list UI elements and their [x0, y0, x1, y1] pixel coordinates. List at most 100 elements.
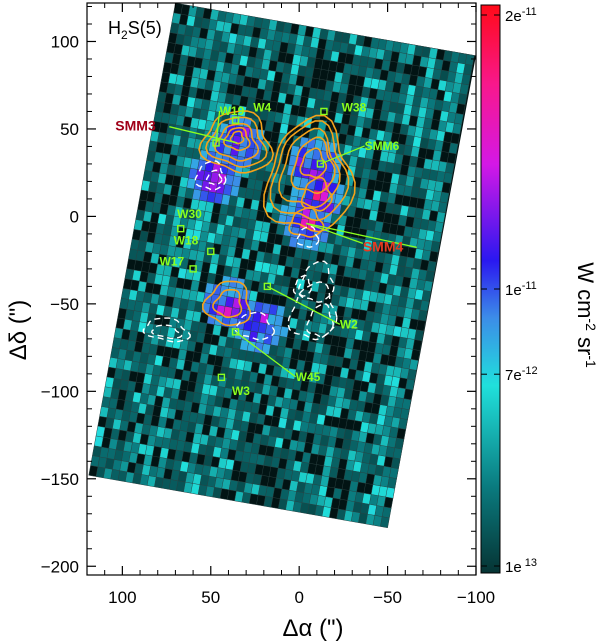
map-pixel: [210, 293, 220, 305]
map-pixel: [208, 425, 219, 437]
map-pixel: [110, 469, 120, 481]
map-pixel: [463, 64, 473, 76]
x-tick-label: 50: [201, 588, 220, 607]
map-pixel: [412, 136, 422, 148]
map-pixel: [228, 73, 238, 85]
source-marker: [231, 328, 240, 336]
map-pixel: [226, 327, 237, 339]
map-pixel: [169, 22, 180, 34]
map-pixel: [137, 443, 148, 455]
map-pixel: [206, 191, 216, 203]
map-pixel: [365, 148, 375, 160]
map-pixel: [183, 400, 193, 412]
map-pixel: [392, 163, 402, 175]
colorbar-ticks: 2e-11 1e-11 7e-12 1e 13: [481, 6, 538, 576]
map-pixel: [285, 418, 295, 430]
map-pixel: [123, 359, 133, 371]
map-pixel: [385, 405, 395, 417]
map-pixel: [270, 334, 280, 347]
map-pixel: [316, 495, 326, 507]
map-grid-line: [151, 130, 451, 184]
map-pixel: [174, 246, 184, 258]
contour-line: [278, 127, 341, 209]
map-pixel: [224, 174, 234, 186]
map-grid-line: [117, 317, 417, 371]
map-pixel: [171, 12, 181, 24]
map-pixel: [259, 353, 269, 365]
map-pixel: [164, 255, 175, 267]
map-pixel: [388, 101, 398, 113]
map-grid-line: [119, 307, 419, 361]
map-pixel: [239, 55, 249, 67]
map-pixel: [301, 411, 311, 423]
map-pixel: [403, 348, 413, 360]
map-pixel: [296, 481, 306, 493]
map-pixel: [290, 267, 300, 279]
map-pixel: [385, 162, 395, 174]
map-pixel: [205, 364, 215, 376]
map-pixel: [230, 429, 240, 441]
map-pixel: [108, 397, 118, 409]
map-pixel: [383, 131, 393, 143]
map-pixel: [241, 207, 251, 219]
map-pixel: [390, 91, 400, 103]
map-pixel: [405, 175, 415, 187]
map-pixel: [312, 474, 322, 486]
map-pixel: [155, 223, 165, 235]
map-pixel: [114, 449, 124, 461]
map-pixel: [399, 123, 409, 136]
x-tick-label: 100: [108, 588, 136, 607]
map-pixel: [197, 322, 207, 334]
map-pixel: [155, 304, 165, 316]
map-pixel: [165, 336, 175, 348]
map-pixel: [396, 346, 406, 358]
map-pixel: [119, 338, 129, 350]
map-pixel: [272, 243, 282, 255]
map-pixel: [232, 94, 242, 106]
map-pixel: [294, 410, 304, 422]
map-pixel: [155, 101, 165, 113]
map-pixel: [308, 87, 318, 99]
map-pixel: [269, 426, 279, 438]
map-pixel: [376, 129, 386, 142]
map-pixel: [367, 504, 377, 516]
map-grid-line: [256, 32, 344, 505]
contours: [142, 110, 356, 343]
map-pixel: [277, 132, 287, 145]
map-pixel: [180, 44, 191, 57]
map-pixel: [216, 345, 226, 357]
map-pixel: [190, 198, 200, 211]
map-pixel: [282, 62, 293, 74]
map-pixel: [425, 108, 435, 120]
map-pixel: [183, 482, 193, 494]
map-pixel: [337, 92, 347, 104]
map-pixel: [188, 5, 198, 17]
map-pixel: [157, 416, 167, 428]
map-pixel: [166, 367, 177, 379]
map-pixel: [116, 439, 126, 451]
map-grid-line: [126, 268, 426, 322]
map-pixel: [341, 154, 351, 166]
map-pixel: [125, 349, 135, 362]
source-leader-line: [320, 145, 365, 165]
map-pixel: [125, 390, 135, 402]
map-pixel: [199, 109, 209, 121]
map-pixel: [374, 383, 384, 395]
map-pixel: [170, 469, 180, 481]
map-grid-line: [168, 17, 256, 490]
map-pixel: [201, 383, 211, 395]
map-pixel: [346, 206, 357, 218]
map-pixel: [281, 357, 291, 369]
map-pixel: [320, 475, 330, 487]
map-pixel: [192, 310, 202, 323]
map-pixel: [428, 169, 438, 181]
contour-line: [205, 169, 223, 186]
map-pixel: [200, 17, 211, 30]
map-pixel: [334, 71, 344, 83]
map-pixel: [252, 67, 262, 79]
map-grid-line: [212, 24, 300, 498]
map-pixel: [370, 322, 380, 334]
map-pixel: [187, 421, 197, 433]
map-pixel: [208, 466, 219, 478]
map-pixel: [323, 455, 333, 468]
